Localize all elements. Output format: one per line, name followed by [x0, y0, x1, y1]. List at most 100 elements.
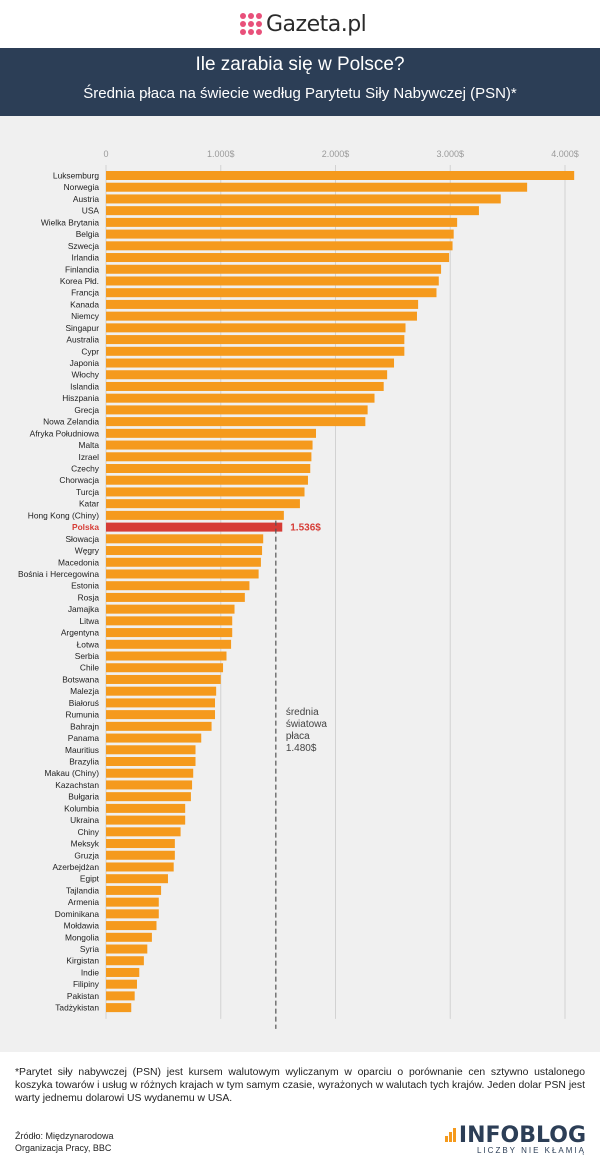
- category-label: Pakistan: [67, 991, 99, 1001]
- category-label: Bośnia i Hercegowina: [18, 569, 99, 579]
- category-label: Panama: [68, 733, 100, 743]
- bar: [106, 792, 191, 802]
- category-label: Mauritius: [65, 745, 99, 755]
- category-label: Polska: [72, 522, 99, 532]
- footnote: *Parytet siły nabywczej (PSN) jest kurse…: [15, 1067, 585, 1104]
- category-label: Gruzja: [74, 850, 99, 860]
- x-tick-label: 4.000$: [551, 149, 579, 159]
- category-label: Egipt: [80, 874, 100, 884]
- x-tick-label: 0: [103, 149, 108, 159]
- bar: [106, 534, 264, 544]
- category-label: Azerbejdżan: [52, 862, 99, 872]
- category-label: Armenia: [68, 897, 100, 907]
- category-label: Norwegia: [64, 182, 100, 192]
- category-label: Rumunia: [65, 710, 99, 720]
- bar: [106, 616, 233, 626]
- category-label: Kazachstan: [55, 780, 99, 790]
- bar: [106, 581, 250, 591]
- category-label: Malezja: [70, 686, 99, 696]
- bar: [106, 885, 162, 895]
- x-tick-label: 3.000$: [436, 149, 464, 159]
- category-label: Ukraina: [70, 815, 99, 825]
- category-label: Czechy: [71, 464, 100, 474]
- average-label: 1.480$: [286, 743, 317, 754]
- bar: [106, 991, 135, 1001]
- category-label: Afryka Południowa: [30, 428, 100, 438]
- category-label: Filipiny: [73, 979, 100, 989]
- bar: [106, 241, 453, 251]
- logo-dots-icon: [240, 13, 262, 35]
- bar: [106, 604, 235, 614]
- category-label: Izrael: [79, 452, 100, 462]
- category-label: Kirgistan: [66, 956, 99, 966]
- category-label: Estonia: [71, 581, 99, 591]
- brand-name: INFOBLOG: [458, 1123, 586, 1148]
- category-label: Brazylia: [69, 757, 99, 767]
- bar: [106, 1003, 132, 1013]
- page-subtitle: Średnia płaca na świecie według Parytetu…: [83, 85, 517, 102]
- category-label: Botswana: [62, 674, 99, 684]
- bar: [106, 956, 144, 966]
- bar: [106, 944, 148, 954]
- bar: [106, 592, 245, 602]
- bar: [106, 452, 312, 462]
- category-label: Malta: [79, 440, 100, 450]
- category-label: Węgry: [75, 546, 100, 556]
- bar: [106, 803, 186, 813]
- bar: [106, 967, 140, 977]
- bar: [106, 932, 152, 942]
- bar: [106, 979, 137, 989]
- average-label: światowa: [286, 719, 328, 730]
- category-label: Bułgaria: [68, 792, 99, 802]
- bar: [106, 839, 175, 849]
- category-label: Japonia: [70, 358, 100, 368]
- category-label: Syria: [80, 944, 99, 954]
- infoblog-logo[interactable]: INFOBLOG LICZBY NIE KŁAMIĄ: [444, 1123, 586, 1155]
- gazeta-logo[interactable]: Gazeta.pl: [240, 10, 367, 38]
- bar: [106, 921, 157, 931]
- bar: [106, 206, 479, 216]
- bar: [106, 768, 194, 778]
- bar: [106, 253, 450, 263]
- category-label: Łotwa: [77, 639, 100, 649]
- category-label: Rosja: [78, 592, 100, 602]
- bar: [106, 757, 196, 766]
- source-line-2: Organizacja Pracy, BBC: [15, 1143, 112, 1153]
- category-label: Korea Płd.: [60, 276, 99, 286]
- category-label: Jamajka: [68, 604, 100, 614]
- bar: [106, 346, 405, 356]
- bars-icon: [444, 1123, 457, 1148]
- category-label: Francja: [71, 288, 99, 298]
- bar: [106, 475, 308, 485]
- category-label: Mołdawia: [64, 921, 100, 931]
- bar: [106, 417, 366, 427]
- category-label: Litwa: [79, 616, 99, 626]
- category-label: Turcja: [76, 487, 99, 497]
- category-label: Irlandia: [72, 253, 100, 263]
- category-label: Tajlandia: [66, 885, 99, 895]
- average-label: płaca: [286, 731, 310, 742]
- bar: [106, 358, 395, 368]
- bar: [106, 288, 437, 298]
- bar: [106, 194, 501, 204]
- category-label: Meksyk: [71, 839, 100, 849]
- bar: [106, 733, 202, 743]
- footer: [0, 1052, 600, 1161]
- title-banner: Ile zarabia się w Polsce? Średnia płaca …: [0, 48, 600, 116]
- bar: [106, 171, 575, 180]
- bar: [106, 393, 375, 403]
- category-label: USA: [82, 206, 100, 216]
- bar: [106, 522, 283, 532]
- category-label: Hong Kong (Chiny): [28, 510, 99, 520]
- bar: [106, 721, 212, 731]
- bar: [106, 674, 221, 684]
- category-label: Islandia: [70, 381, 99, 391]
- bar: [106, 686, 217, 696]
- bar: [106, 381, 384, 391]
- category-label: Indie: [81, 967, 100, 977]
- bar: [106, 862, 174, 872]
- bar: [106, 370, 388, 380]
- top-bar: Gazeta.pl: [0, 0, 600, 48]
- category-label: Tadżykistan: [55, 1003, 99, 1013]
- category-label: Luksemburg: [53, 171, 99, 181]
